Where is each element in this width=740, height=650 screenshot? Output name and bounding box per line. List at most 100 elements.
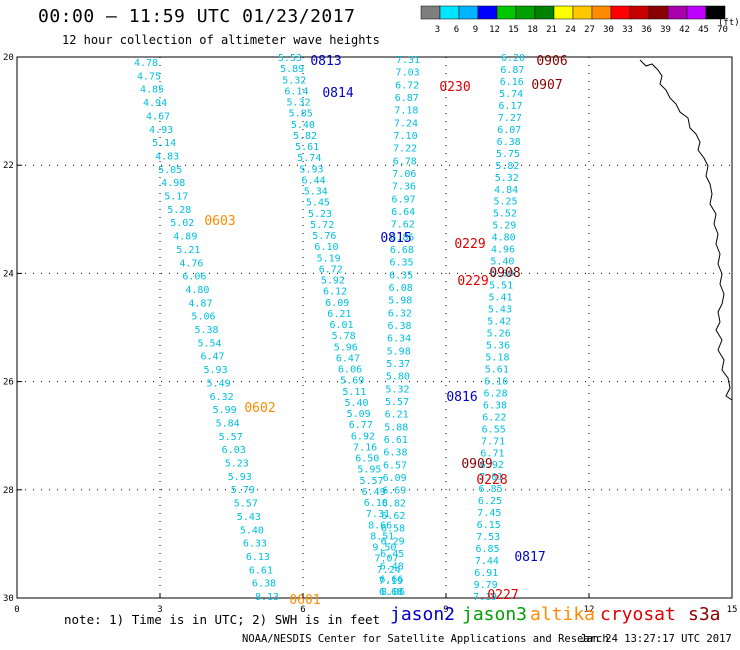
swh-value: 5.80 bbox=[386, 372, 410, 383]
pass-label: 0817 bbox=[514, 550, 545, 565]
figure-subtitle: 12 hour collection of altimeter wave hei… bbox=[62, 33, 380, 47]
swh-value: 4.96 bbox=[491, 245, 515, 256]
swh-value: 5.98 bbox=[387, 346, 411, 357]
generated-timestamp: Jan 24 13:27:17 UTC 2017 bbox=[580, 633, 732, 645]
colorbar-swatch bbox=[420, 5, 441, 20]
swh-value: 7.22 bbox=[393, 144, 417, 155]
swh-value: 6.68 bbox=[390, 245, 414, 256]
colorbar-label: 15 bbox=[508, 25, 519, 35]
swh-value: 6.85 bbox=[479, 484, 503, 495]
swh-value: 5.98 bbox=[388, 296, 412, 307]
pass-label: 0601 bbox=[289, 593, 320, 608]
swh-value: 5.28 bbox=[167, 205, 191, 216]
swh-value: 6.35 bbox=[389, 270, 413, 281]
swh-value: 6.85 bbox=[390, 232, 414, 243]
swh-value: 5.19 bbox=[317, 253, 341, 264]
map-frame bbox=[16, 56, 733, 599]
lat-tick-label: 20 bbox=[3, 53, 14, 63]
swh-value: 7.10 bbox=[394, 131, 418, 142]
swh-value: 5.32 bbox=[287, 98, 311, 109]
swh-value: 4.94 bbox=[143, 98, 167, 109]
swh-value: 4.75 bbox=[137, 71, 161, 82]
swh-value: 8.06 bbox=[381, 587, 405, 598]
swh-value: 5.32 bbox=[282, 75, 306, 86]
swh-value: 6.72 bbox=[395, 80, 419, 91]
swh-value: 6.38 bbox=[383, 448, 407, 459]
swh-value: 5.11 bbox=[342, 387, 366, 398]
swh-value: 7.24 bbox=[394, 118, 418, 129]
swh-value: 6.22 bbox=[482, 412, 506, 423]
swh-value: 5.14 bbox=[152, 138, 176, 149]
swh-value: 7.01 bbox=[479, 472, 503, 483]
colorbar-swatch bbox=[477, 5, 498, 20]
swh-value: 6.49 bbox=[362, 487, 386, 498]
pass-label: 0602 bbox=[244, 401, 275, 416]
swh-value: 6.29 bbox=[381, 536, 405, 547]
swh-value: 9.50 bbox=[372, 543, 396, 554]
swh-value: 6.82 bbox=[382, 498, 406, 509]
map-grid bbox=[17, 57, 730, 594]
colorbar-label: 21 bbox=[546, 25, 557, 35]
swh-value: 6.18 bbox=[364, 498, 388, 509]
pass-label: 0229 bbox=[457, 274, 488, 289]
colorbar-swatch bbox=[553, 5, 574, 20]
swh-value: 5.84 bbox=[216, 418, 240, 429]
colorbar-swatch bbox=[439, 5, 460, 20]
lat-tick-label: 24 bbox=[3, 269, 14, 279]
swh-value: 5.82 bbox=[495, 161, 519, 172]
swh-value: 5.99 bbox=[213, 405, 237, 416]
swh-value: 6.69 bbox=[382, 486, 406, 497]
figure-title: 00:00 – 11:59 UTC 01/23/2017 bbox=[38, 6, 356, 27]
swh-value: 5.54 bbox=[197, 338, 221, 349]
swh-value: 5.23 bbox=[308, 209, 332, 220]
pass-label: 0227 bbox=[487, 588, 518, 603]
colorbar-units: (ft) bbox=[718, 18, 740, 28]
swh-value: 7.19 bbox=[379, 576, 403, 587]
swh-value: 4.76 bbox=[179, 258, 203, 269]
colorbar-swatch bbox=[458, 5, 479, 20]
colorbar-swatch bbox=[629, 5, 650, 20]
lon-tick-label: 0 bbox=[14, 605, 19, 615]
swh-value: 6.35 bbox=[389, 258, 413, 269]
swh-value: 6.32 bbox=[210, 392, 234, 403]
pass-label: 0814 bbox=[322, 86, 353, 101]
swh-value: 5.74 bbox=[499, 89, 523, 100]
swh-value: 5.69 bbox=[340, 376, 364, 387]
swh-value: 5.93 bbox=[299, 164, 323, 175]
satellite-jason2: jason2 bbox=[390, 604, 456, 625]
swh-value: 5.17 bbox=[164, 192, 188, 203]
swh-value: 6.92 bbox=[480, 460, 504, 471]
swh-value: 6.38 bbox=[497, 137, 521, 148]
colorbar-label: 70 bbox=[717, 25, 728, 35]
colorbar-swatch bbox=[648, 5, 669, 20]
lon-tick-label: 3 bbox=[157, 605, 162, 615]
satellite-altika: altika bbox=[530, 604, 596, 625]
swh-value: 6.09 bbox=[383, 473, 407, 484]
swh-value: 5.02 bbox=[170, 218, 194, 229]
swh-value: 6.01 bbox=[329, 320, 353, 331]
colorbar-label: 30 bbox=[603, 25, 614, 35]
swh-value: 5.85 bbox=[289, 109, 313, 120]
swh-value: 6.72 bbox=[319, 264, 343, 275]
swh-value: 5.21 bbox=[176, 245, 200, 256]
swh-value: 5.57 bbox=[234, 499, 258, 510]
swh-value: 7.53 bbox=[476, 532, 500, 543]
swh-value: 5.72 bbox=[310, 220, 334, 231]
swh-value: 8.13 bbox=[255, 592, 279, 603]
swh-value: 5.96 bbox=[334, 342, 358, 353]
swh-value: 5.53 bbox=[278, 53, 302, 64]
swh-value: 6.33 bbox=[243, 539, 267, 550]
colorbar-label: 9 bbox=[473, 25, 478, 35]
lon-tick-label: 15 bbox=[727, 605, 738, 615]
swh-value: 9.79 bbox=[474, 580, 498, 591]
pass-label: 0908 bbox=[489, 266, 520, 281]
swh-value: 5.25 bbox=[493, 197, 517, 208]
swh-value: 5.95 bbox=[357, 465, 381, 476]
pass-label: 0815 bbox=[380, 231, 411, 246]
swh-value: 6.48 bbox=[380, 562, 404, 573]
swh-value: 7.71 bbox=[481, 436, 505, 447]
swh-value: 5.61 bbox=[295, 142, 319, 153]
swh-value: 6.64 bbox=[391, 207, 415, 218]
swh-value: 7.31 bbox=[396, 55, 420, 66]
swh-value: 5.09 bbox=[347, 409, 371, 420]
